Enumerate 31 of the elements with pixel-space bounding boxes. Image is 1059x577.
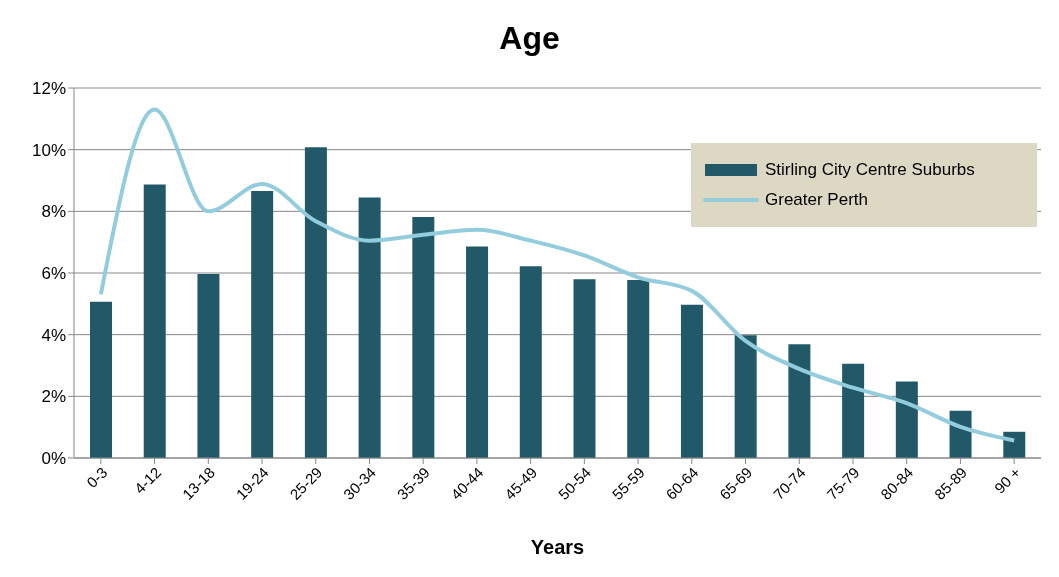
y-tick-label: 8% [41, 202, 66, 222]
y-tick-label: 4% [41, 325, 66, 345]
bar [788, 344, 811, 458]
x-tick-label: 0-3 [83, 463, 111, 491]
x-tick-label: 90 + [990, 463, 1024, 497]
bar [251, 190, 274, 458]
bar [466, 246, 489, 458]
bar [197, 273, 220, 458]
y-tick-label: 6% [41, 264, 66, 284]
bar [519, 266, 542, 458]
bar [143, 184, 166, 458]
legend-label: Greater Perth [765, 190, 868, 210]
bar [895, 381, 918, 458]
bar [90, 301, 112, 458]
bar [842, 363, 865, 458]
bar [680, 304, 703, 458]
line-series [98, 107, 1017, 443]
legend-label: Stirling City Centre Suburbs [765, 160, 975, 180]
y-tick-label: 2% [41, 387, 66, 407]
y-tick-label: 10% [31, 140, 66, 160]
bar [304, 147, 327, 458]
chart-title: Age [498, 19, 561, 58]
x-axis-title: Years [530, 536, 585, 559]
y-tick-label: 12% [31, 79, 66, 99]
bar [358, 197, 381, 458]
bar [734, 335, 757, 458]
bar [573, 279, 596, 458]
bar [627, 280, 650, 458]
x-tick-label: 4-12 [130, 463, 165, 497]
y-tick-label: 0% [41, 449, 66, 469]
bar [412, 216, 435, 458]
